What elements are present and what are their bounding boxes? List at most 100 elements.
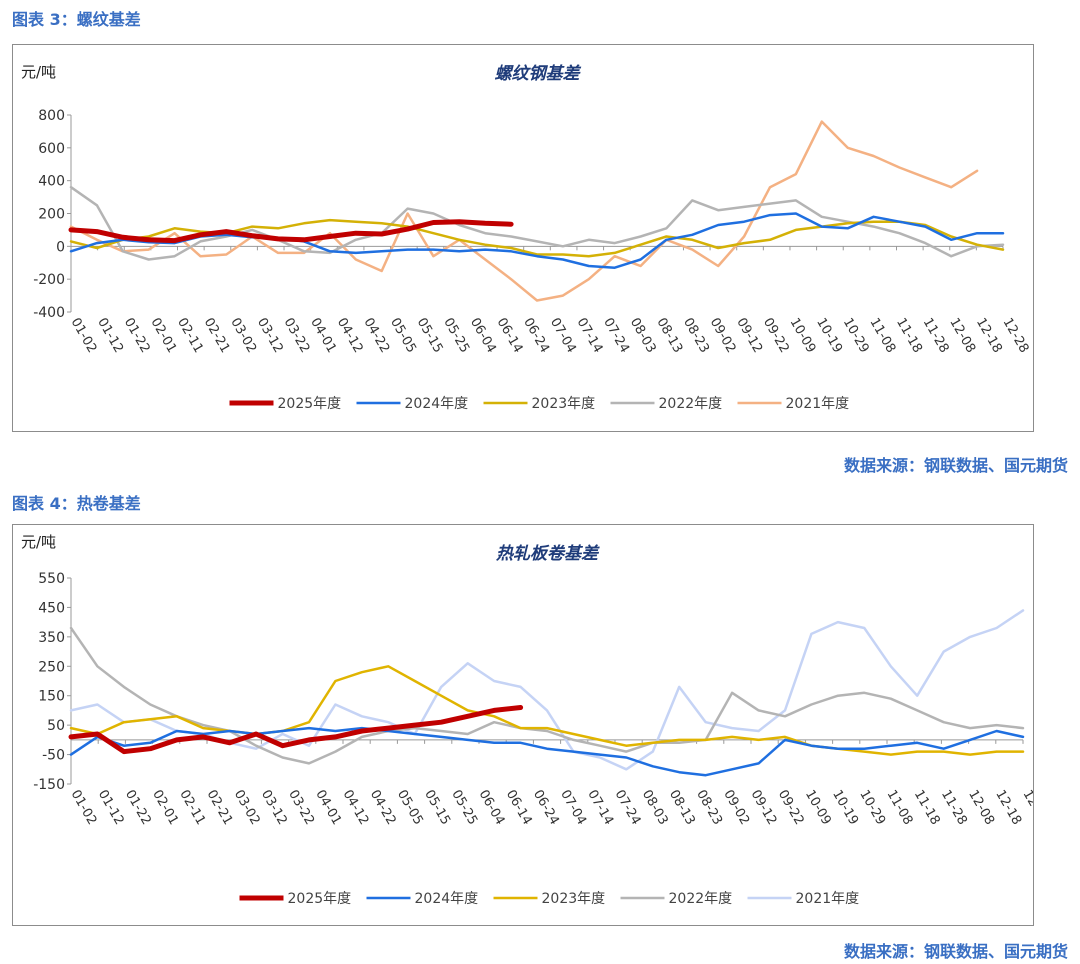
y-tick-label: 200 [38,207,65,223]
x-tick-label: 03-02 [231,788,263,828]
x-tick-label: 06-04 [476,788,508,828]
x-tick-label: 06-24 [530,788,562,828]
x-tick-label: 10-09 [802,788,834,828]
x-tick-label: 11-18 [911,788,943,828]
x-tick-label: 01-22 [122,788,154,828]
x-tick-label: 06-24 [520,316,552,356]
legend-label: 2024年度 [405,396,469,412]
x-tick-label: 10-29 [840,316,872,356]
x-tick-label: 08-03 [639,788,671,828]
legend-label: 2025年度 [288,891,352,907]
legend-label: 2021年度 [786,396,850,412]
x-tick-label: 08-03 [627,316,659,356]
x-tick-label: 08-23 [693,788,725,828]
legend-label: 2022年度 [659,396,723,412]
x-tick-label: 11-08 [866,316,898,356]
rebar-basis-chart: 螺纹钢基差元/吨-400-200020040060080001-0201-120… [21,63,1032,412]
x-tick-label: 12-18 [992,788,1024,828]
x-tick-label: 05-05 [387,316,419,356]
y-tick-label: -200 [33,272,65,288]
y-tick-label: 450 [38,600,65,616]
y-tick-label: 350 [38,630,65,646]
x-tick-label: 02-11 [176,788,208,828]
x-tick-label: 07-24 [612,788,644,828]
chart-frame-rebar: 螺纹钢基差 元/吨 -400 -200 0 200 400 600 800 01-02 01-12 0… [12,44,1034,432]
x-tick-label: 01-12 [95,788,127,828]
x-tick-label: 05-15 [414,316,446,356]
x-tick-label: 07-04 [557,788,589,828]
chart-title: 螺纹钢基差 [495,64,582,84]
x-tick-label: 12-28 [1000,316,1032,356]
x-tick-label: 03-12 [254,316,286,356]
x-tick-label: 02-01 [147,316,179,356]
y-tick-label: 600 [38,141,65,157]
y-tick-label: 800 [38,108,65,124]
x-tick-label: 11-08 [884,788,916,828]
y-tick-label: 550 [38,571,65,587]
series-line-2024年度 [69,212,1005,269]
legend-label: 2022年度 [669,891,733,907]
x-tick-label: 06-04 [467,316,499,356]
series-line-2024年度 [69,726,1025,777]
x-tick-label: 08-23 [680,316,712,356]
series-line-2021年度 [69,120,979,302]
figure-caption-hot-coil: 图表 4：热卷基差 [12,494,141,513]
x-tick-label: 12-18 [973,316,1005,356]
x-tick-label: 02-11 [174,316,206,356]
x-tick-label: 04-01 [307,316,339,356]
x-tick-label: 11-28 [938,788,970,828]
x-tick-label: 07-04 [547,316,579,356]
x-tick-label: 07-14 [573,316,605,356]
legend-label: 2021年度 [796,891,860,907]
series-line-2022年度 [69,185,1005,261]
x-tick-label: 04-22 [367,788,399,828]
x-tick-label: 01-02 [68,788,100,828]
x-tick-label: 03-02 [227,316,259,356]
legend-label: 2023年度 [532,396,596,412]
figure-caption-rebar: 图表 3：螺纹基差 [12,10,141,29]
y-tick-label: -50 [42,748,65,764]
x-tick-label: 10-19 [829,788,861,828]
x-tick-label: 01-02 [68,316,100,356]
x-tick-label: 09-02 [720,788,752,828]
x-tick-label: 09-12 [733,316,765,356]
x-tick-label: 02-21 [204,788,236,828]
x-tick-label: 12-08 [965,788,997,828]
x-tick-label: 11-18 [893,316,925,356]
y-axis-label: 元/吨 [21,63,56,81]
x-tick-label: 07-14 [584,788,616,828]
source-note-hot-coil: 数据来源：钢联数据、国元期货 [843,942,1068,961]
x-tick-label: 02-21 [201,316,233,356]
source-note-rebar: 数据来源：钢联数据、国元期货 [843,456,1068,475]
legend-label: 2024年度 [415,891,479,907]
y-tick-label: 150 [38,689,65,705]
x-tick-label: 08-13 [653,316,685,356]
x-tick-label: 12-08 [946,316,978,356]
x-tick-label: 10-09 [787,316,819,356]
y-axis-label: 元/吨 [21,533,56,551]
y-tick-label: -400 [33,305,65,321]
legend-label: 2025年度 [278,396,342,412]
x-tick-label: 05-05 [394,788,426,828]
x-tick-label: 01-22 [121,316,153,356]
series-line-2021年度 [69,609,1025,771]
x-tick-label: 04-01 [312,788,344,828]
y-tick-label: 250 [38,659,65,675]
x-tick-label: 05-25 [448,788,480,828]
x-tick-label: 02-01 [149,788,181,828]
hot-coil-basis-chart: 热轧板卷基差元/吨-150-505015025035045055001-0201… [21,533,1033,907]
x-tick-label: 04-12 [340,788,372,828]
x-tick-label: 09-02 [707,316,739,356]
y-tick-label: 400 [38,174,65,190]
x-tick-label: 03-12 [258,788,290,828]
series-line-2025年度 [68,705,524,755]
x-tick-label: 06-14 [503,788,535,828]
y-tick-label: -150 [33,777,65,793]
x-tick-label: 05-15 [421,788,453,828]
x-tick-label: 11-28 [920,316,952,356]
x-tick-label: 09-22 [760,316,792,356]
x-tick-label: 01-12 [94,316,126,356]
x-tick-label: 10-19 [813,316,845,356]
x-tick-label: 07-24 [600,316,632,356]
series-line-2022年度 [69,626,1025,765]
